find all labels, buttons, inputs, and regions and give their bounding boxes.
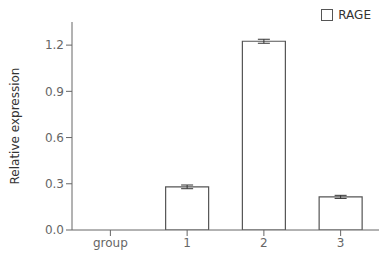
svg-text:2: 2 xyxy=(260,236,268,250)
svg-text:0.6: 0.6 xyxy=(45,131,64,145)
svg-text:3: 3 xyxy=(337,236,345,250)
html-text:RAGE: RAGE xyxy=(338,8,371,22)
svg-text:Relative expression: Relative expression xyxy=(8,68,22,185)
svg-text:0.3: 0.3 xyxy=(45,177,64,191)
svg-text:0.0: 0.0 xyxy=(45,223,64,237)
svg-text:1.2: 1.2 xyxy=(45,38,64,52)
svg-text:1: 1 xyxy=(183,236,191,250)
svg-text:0.9: 0.9 xyxy=(45,85,64,99)
svg-text:group: group xyxy=(93,236,128,250)
